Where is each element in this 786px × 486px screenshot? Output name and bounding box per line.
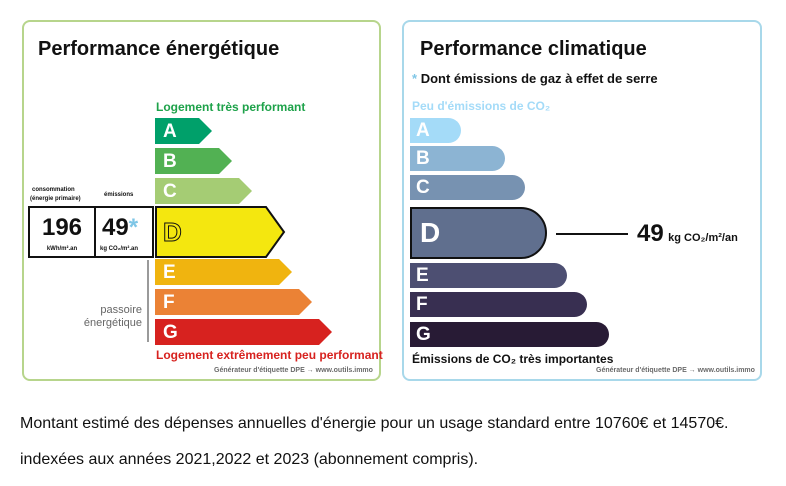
climate-class-letter: D	[420, 217, 441, 248]
energy-class-letter: D	[163, 217, 183, 248]
energy-class-d: D	[155, 206, 286, 258]
energy-class-letter: B	[163, 151, 177, 172]
climate-class-a: A	[410, 118, 461, 143]
energy-performance-panel: Performance énergétique Logement très pe…	[22, 20, 383, 381]
climate-value: 49	[637, 220, 664, 247]
climate-asterisk: *	[412, 71, 418, 86]
energy-class-b: B	[155, 148, 232, 174]
energy-bottom-label: Logement extrêmement peu performant	[156, 348, 383, 362]
estimated-costs-text: Montant estimé des dépenses annuelles d'…	[20, 415, 729, 432]
consumption-value: 196	[41, 214, 83, 241]
energy-class-letter: F	[163, 292, 175, 313]
climate-bottom-label: Émissions de CO₂ très importantes	[412, 352, 614, 366]
climate-credit: Générateur d'étiquette DPE → www.outils.…	[596, 367, 755, 374]
climate-class-e: E	[410, 263, 567, 288]
energy-class-letter: E	[163, 262, 176, 283]
energy-class-f: F	[155, 289, 312, 315]
climate-class-d: D	[410, 207, 547, 259]
energy-class-a: A	[155, 118, 212, 144]
consumption-box: 196 kWh/m².an	[28, 206, 96, 258]
energy-class-c: C	[155, 178, 252, 204]
climate-class-letter: B	[416, 148, 430, 169]
emissions-box: 49* kg CO₂/m².an	[94, 206, 154, 258]
consumption-label: consommation	[32, 187, 75, 193]
energy-class-letter: C	[163, 181, 177, 202]
climate-title: Performance climatique	[420, 38, 647, 60]
primary-energy-label: (énergie primaire)	[30, 196, 81, 202]
energy-class-letter: A	[163, 121, 177, 142]
emissions-asterisk: *	[128, 214, 139, 241]
passoire-label: passoire énergétique	[83, 304, 142, 329]
energy-class-letter: G	[163, 322, 178, 343]
energy-credit: Générateur d'étiquette DPE → www.outils.…	[214, 367, 373, 374]
energy-class-g: G	[155, 319, 332, 345]
climate-pointer-line	[556, 233, 628, 235]
climate-class-letter: G	[416, 324, 431, 345]
climate-class-letter: A	[416, 120, 430, 141]
climate-class-letter: C	[416, 177, 430, 198]
emissions-value: 49*	[102, 214, 139, 241]
climate-unit: kg CO₂/m²/an	[668, 232, 738, 244]
climate-class-letter: E	[416, 265, 429, 286]
climate-value-readout: 49 kg CO₂/m²/an	[637, 220, 738, 248]
climate-class-f: F	[410, 292, 587, 317]
climate-class-g: G	[410, 322, 609, 347]
climate-top-label: Peu d'émissions de CO₂	[412, 99, 551, 113]
climate-class-letter: F	[416, 294, 428, 315]
energy-title: Performance énergétique	[38, 38, 280, 60]
indexation-years-text: indexées aux années 2021,2022 et 2023 (a…	[20, 451, 479, 468]
consumption-unit: kWh/m².an	[46, 246, 78, 252]
emissions-label: émissions	[104, 192, 134, 198]
passoire-divider	[147, 260, 149, 342]
energy-class-e: E	[155, 259, 292, 285]
climate-class-c: C	[410, 175, 525, 200]
climate-class-b: B	[410, 146, 505, 171]
climate-performance-panel: Performance climatique * Dont émissions …	[402, 20, 762, 381]
climate-subtitle: * Dont émissions de gaz à effet de serre	[412, 71, 658, 86]
emissions-unit: kg CO₂/m².an	[100, 246, 139, 252]
energy-top-label: Logement très performant	[156, 100, 306, 114]
